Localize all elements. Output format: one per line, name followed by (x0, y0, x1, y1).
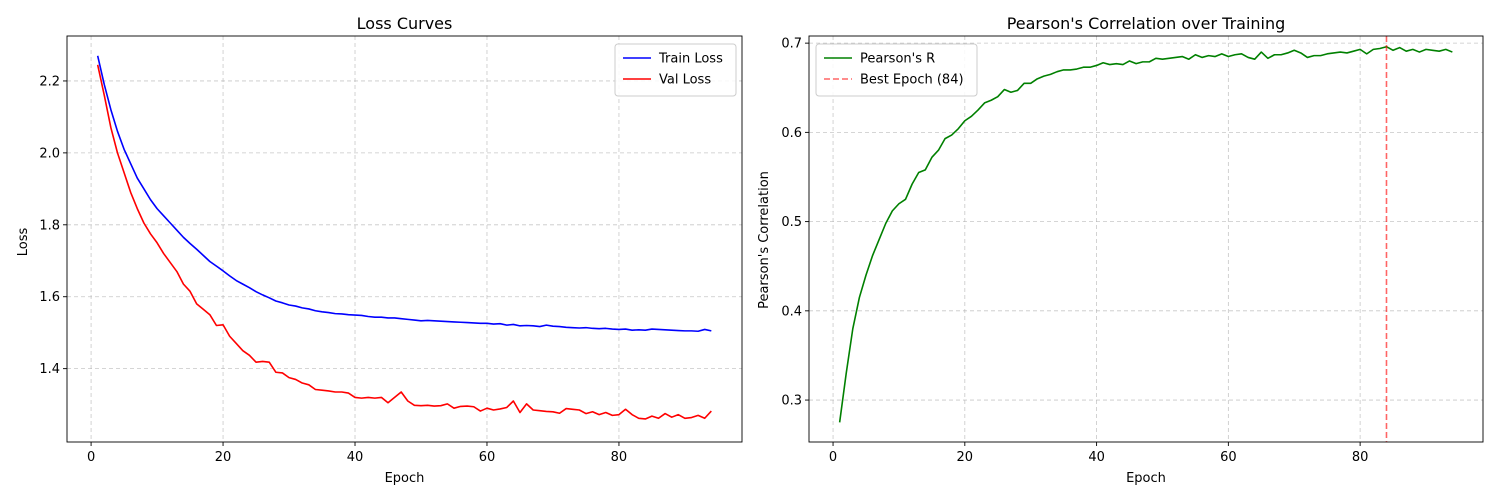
y-tick-label: 0.3 (781, 394, 802, 409)
chart-title: Pearson's Correlation over Training (1007, 14, 1286, 33)
chart-title: Loss Curves (357, 14, 453, 33)
legend-label: Best Epoch (84) (860, 73, 964, 88)
legend-label: Train Loss (658, 52, 723, 67)
series-line (96, 64, 712, 420)
y-tick-label: 0.4 (781, 304, 802, 319)
legend-label: Val Loss (659, 73, 711, 88)
legend-box (614, 43, 737, 97)
x-tick-label: 20 (215, 450, 232, 465)
y-tick-label: 2.0 (39, 146, 60, 161)
legend-box (815, 43, 978, 97)
y-tick-label: 0.6 (781, 126, 802, 141)
legend-label: Pearson's R (860, 52, 935, 67)
y-tick-label: 0.5 (781, 215, 802, 230)
x-tick-label: 60 (1220, 450, 1237, 465)
x-tick-label: 40 (1088, 450, 1105, 465)
x-tick-label: 60 (479, 450, 496, 465)
y-tick-label: 1.6 (39, 290, 60, 305)
y-axis-label: Pearson's Correlation (757, 171, 772, 309)
series-line (96, 55, 712, 333)
x-tick-label: 80 (1352, 450, 1369, 465)
y-tick-label: 2.2 (39, 74, 60, 89)
loss-chart: Loss Curves Epoch Loss 0 20 40 60 80 1.4 1.6 1.… (16, 14, 743, 486)
x-axis-label: Epoch (1126, 471, 1166, 486)
x-tick-label: 0 (87, 450, 95, 465)
y-tick-label: 0.7 (781, 37, 802, 52)
x-axis-label: Epoch (385, 471, 425, 486)
x-tick-label: 80 (611, 450, 628, 465)
legend: Train Loss Val Loss (614, 43, 737, 97)
x-tick-label: 20 (957, 450, 974, 465)
x-tick-label: 0 (829, 450, 837, 465)
axes-frame (808, 35, 1484, 443)
plot-area (809, 36, 1483, 442)
y-axis-label: Loss (16, 228, 31, 257)
series-line (838, 45, 1453, 423)
axes-frame (66, 35, 743, 443)
x-tick-label: 40 (347, 450, 364, 465)
pearson-chart: Pearson's Correlation over Training Epoc… (757, 14, 1484, 486)
legend: Pearson's R Best Epoch (84) (815, 43, 978, 97)
y-tick-label: 1.8 (39, 218, 60, 233)
plot-area (67, 36, 742, 442)
y-tick-label: 1.4 (39, 362, 60, 377)
